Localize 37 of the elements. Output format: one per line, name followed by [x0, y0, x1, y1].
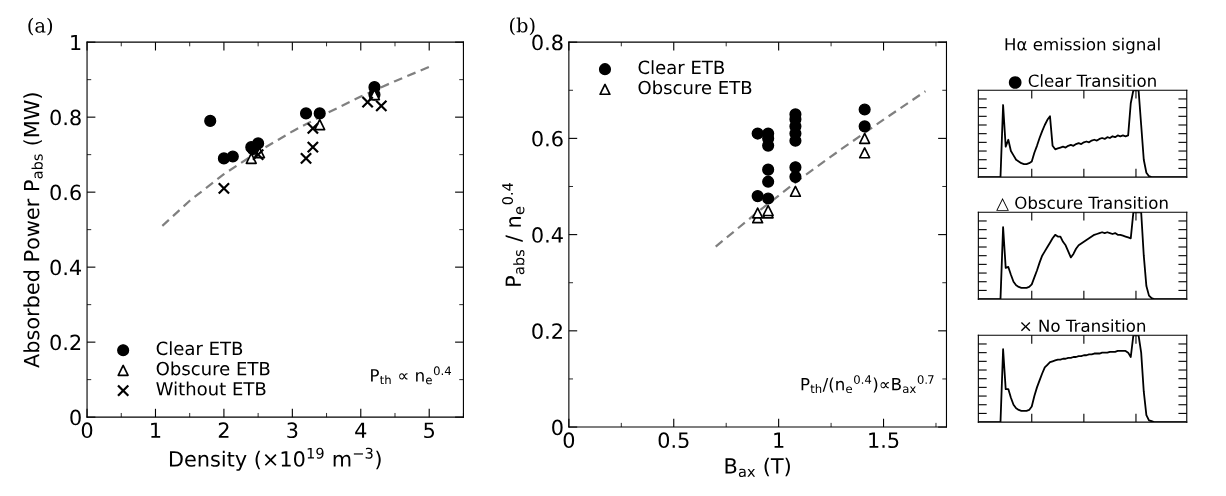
y-tick-label: 0: [70, 409, 81, 426]
x-axis-title: Density (×10$^{19}$ m$^{−3}$): [169, 447, 381, 471]
x-tick-label: 5: [424, 422, 435, 439]
x-tick-label: 0: [563, 432, 575, 449]
chart-title: ● Clear Transition: [1008, 74, 1156, 89]
y-tick-label: 1: [71, 34, 81, 51]
chart-title: △ Obscure Transition: [996, 196, 1168, 211]
y-tick-label: 0.6: [50, 184, 81, 201]
legend-label: Clear ETB: [156, 341, 243, 356]
y-tick-label: 0.6: [532, 130, 563, 147]
chart-title: (a): [28, 17, 53, 36]
x-tick-label: 0.5: [658, 432, 689, 449]
y-axis-title: P$_{abs}$ / n$_{e}$$^{0.4}$: [502, 182, 525, 286]
chart-title: × No Transition: [1020, 319, 1146, 333]
x-tick-label: 3: [287, 422, 298, 439]
x-tick-label: 1: [151, 422, 161, 438]
x-tick-label: 2: [218, 422, 229, 438]
annotation: P$_{th}$ ∝ n$_{e}$$^{0.4}$: [371, 366, 452, 385]
annotation: P$_{th}$/(n$_{e}$$^{0.4}$)∝B$_{ax}$$^{0.7}$: [801, 375, 934, 394]
text: Hα emission signal: [1005, 37, 1160, 54]
legend-label: Clear ETB: [638, 60, 724, 75]
y-tick-label: 0.4: [50, 259, 82, 276]
legend-label: Without ETB: [156, 381, 266, 396]
y-tick-label: 0.2: [50, 334, 81, 351]
chart-title: (b): [509, 17, 535, 36]
y-tick-label: 0.8: [532, 34, 563, 51]
x-axis-title: B$_{ax}$ (T): [725, 457, 790, 478]
y-tick-label: 0.4: [532, 227, 563, 243]
y-tick-label: 0.8: [50, 109, 81, 126]
x-tick-label: 4: [355, 422, 367, 438]
x-tick-label: 1.5: [869, 432, 899, 449]
legend-label: Obscure ETB: [638, 80, 752, 95]
y-axis-title: Absorbed Power P$_{abs}$ (MW): [23, 93, 43, 368]
x-tick-label: 0: [81, 422, 93, 439]
x-tick-label: 1: [774, 432, 784, 448]
y-tick-label: 0.2: [532, 323, 562, 340]
legend-label: Obscure ETB: [156, 361, 270, 376]
